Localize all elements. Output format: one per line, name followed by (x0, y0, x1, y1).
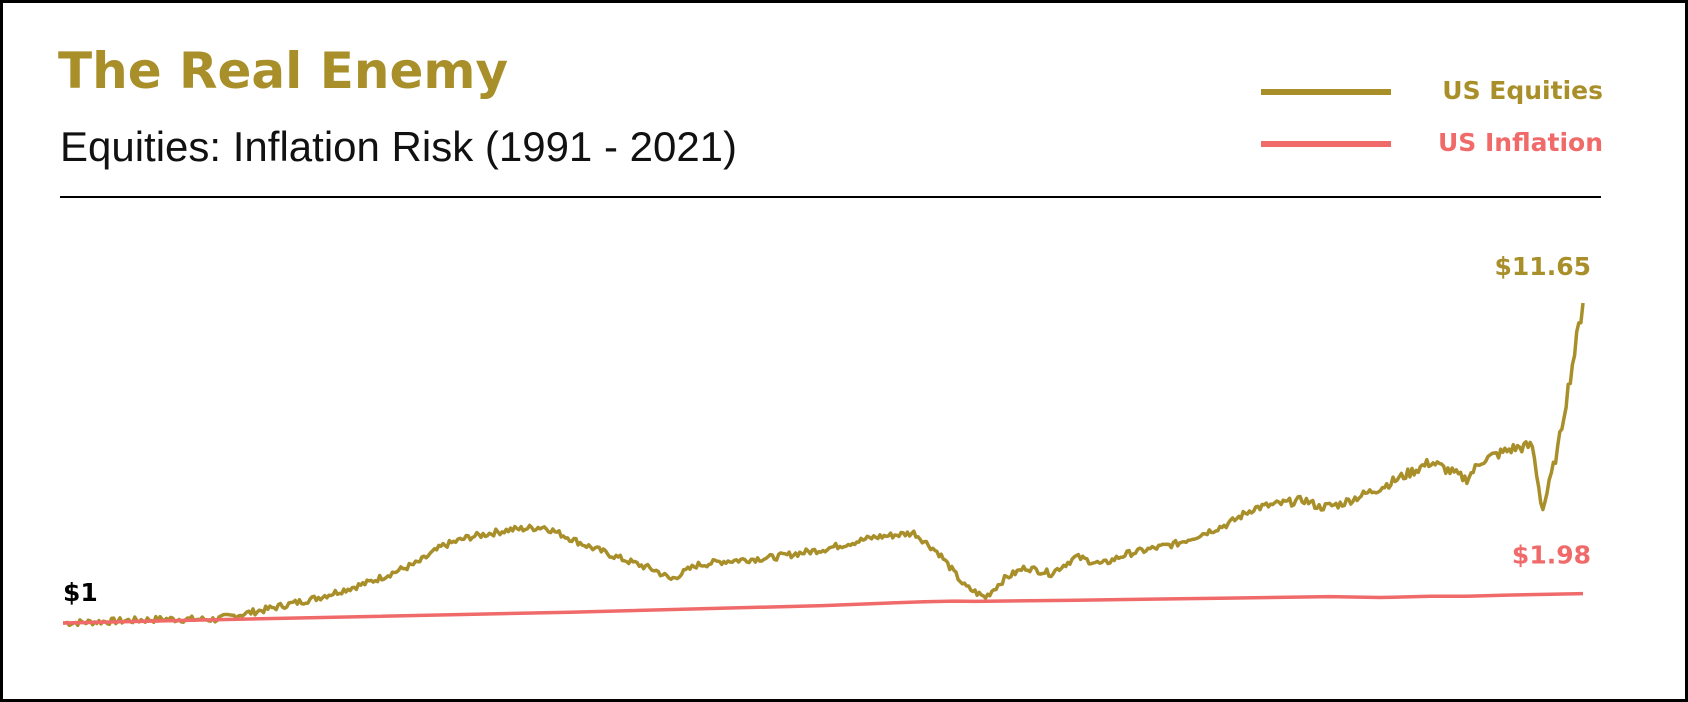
legend-item-us-inflation: US Inflation (1258, 123, 1603, 163)
legend-swatch-us-equities (1261, 89, 1391, 95)
legend: US Equities US Inflation (1258, 71, 1603, 171)
series-line-us-inflation (62, 591, 1584, 625)
value-label-start: $1 (63, 578, 98, 607)
legend-label-us-equities: US Equities (1442, 76, 1603, 105)
value-label-us-equities: $11.65 (1495, 252, 1591, 281)
legend-swatch-us-inflation (1261, 141, 1391, 147)
value-label-us-inflation: $1.98 (1512, 541, 1591, 570)
legend-label-us-inflation: US Inflation (1437, 128, 1603, 157)
legend-item-us-equities: US Equities (1258, 71, 1603, 111)
line-chart: $1 $11.65 $1.98 (62, 252, 1591, 628)
series-line-us-equities (63, 302, 1585, 628)
chart-subtitle: Equities: Inflation Risk (1991 - 2021) (60, 123, 738, 170)
header-divider (60, 196, 1601, 198)
chart-title: The Real Enemy (58, 42, 509, 100)
